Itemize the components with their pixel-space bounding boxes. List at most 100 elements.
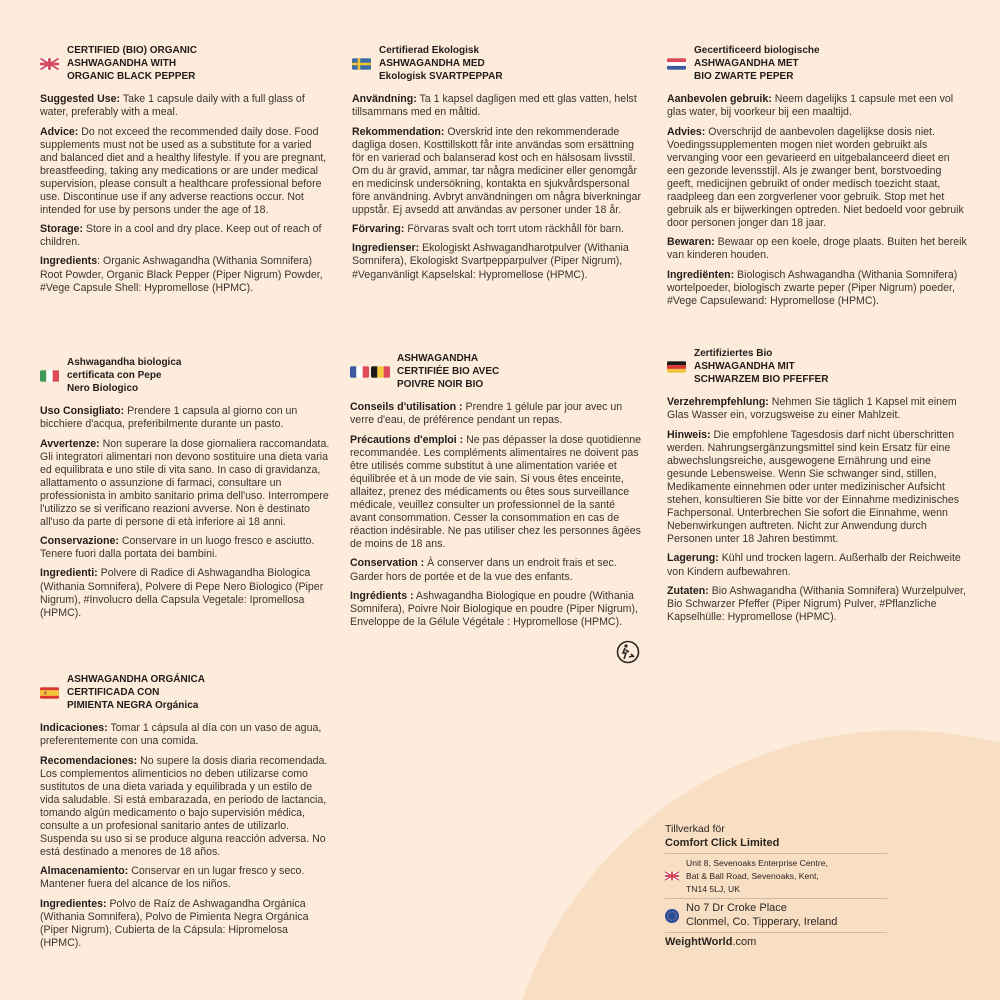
paragraph-label: Recomendaciones:: [40, 754, 138, 767]
info-paragraph: Indicaciones: Tomar 1 cápsula al día con…: [40, 722, 330, 748]
paragraph-text: Do not exceed the recommended daily dose…: [40, 125, 327, 217]
info-paragraph: Ingrediënten: Biologisch Ashwagandha (Wi…: [667, 269, 967, 308]
title-line: BIO ZWARTE PEPER: [694, 70, 794, 82]
section-de: Zertifiziertes Bio ASHWAGANDHA MIT SCHWARZ…: [667, 348, 967, 630]
paragraph-label: Hinweis:: [667, 428, 711, 441]
section-nl: Gecertificeerd biologische ASHWAGANDHA ME…: [667, 45, 967, 314]
paragraph-text: Tomar 1 cápsula al día con un vaso de ag…: [40, 722, 322, 748]
title-line: ASHWAGANDHA MET: [694, 57, 799, 69]
paragraph-text: Polvo de Raíz de Ashwagandha Orgánica (W…: [40, 897, 309, 949]
info-paragraph: Zutaten: Bio Ashwagandha (Withania Somni…: [667, 585, 967, 624]
title-line: Ekologisk SVARTPEPPAR: [379, 70, 503, 82]
title-line: POIVRE NOIR BIO: [397, 378, 484, 390]
title-line: ASHWAGANDHA MIT: [694, 360, 795, 372]
paragraph-label: Bewaren:: [667, 236, 715, 249]
uk-address-line: Bat & Ball Road, Sevenoaks, Kent,: [686, 870, 819, 881]
divider: [665, 853, 887, 854]
paragraph-label: Conservazione:: [40, 535, 119, 548]
paragraph-text: Neem dagelijks 1 capsule met een vol gla…: [667, 93, 954, 119]
flags: [350, 366, 390, 378]
paragraph-label: Ingredientes:: [40, 897, 107, 910]
section-header: Gecertificeerd biologische ASHWAGANDHA ME…: [667, 45, 967, 83]
paragraph-label: Ingrediënten:: [667, 268, 735, 281]
paragraph-label: Ingredienti:: [40, 567, 98, 580]
paragraph-label: Ingredients: [40, 255, 98, 268]
section-sv: Certifierad Ekologisk ASHWAGANDHA MED Ekol…: [352, 45, 644, 288]
section-title: Zertifiziertes Bio ASHWAGANDHA MIT SCHWARZ…: [694, 348, 967, 386]
paragraph-text: Die empfohlene Tagesdosis darf nicht übe…: [667, 428, 960, 546]
title-line: ASHWAGANDHA WITH: [67, 57, 177, 69]
paragraph-text: Store in a cool and dry place. Keep out …: [40, 223, 322, 249]
website: WeightWorld.com: [665, 936, 887, 948]
it-flag-icon: [40, 370, 59, 382]
paragraph-text: Ashwagandha Biologique en poudre (Withan…: [350, 589, 638, 628]
paragraph-label: Précautions d'emploi :: [350, 433, 464, 446]
info-paragraph: Avvertenze: Non superare la dose giornal…: [40, 438, 332, 530]
info-paragraph: Ingrédients : Ashwagandha Biologique en …: [350, 590, 642, 629]
title-line: ORGANIC BLACK PEPPER: [67, 70, 196, 82]
paragraph-text: Kühl und trocken lagern. Außerhalb der R…: [667, 552, 961, 578]
section-title: ASHWAGANDHA ORGÁNICA CERTIFICADA CON PIMIE…: [67, 674, 330, 712]
flags: [667, 361, 686, 373]
se-flag-icon: [352, 58, 371, 70]
info-paragraph: Förvaring: Förvaras svalt och torrt utom…: [352, 223, 644, 236]
paragraph-text: Bewaar op een koele, droge plaats. Buite…: [667, 236, 967, 262]
paragraph-text: Prendre 1 gélule par jour avec un verre …: [350, 401, 623, 427]
section-es: ASHWAGANDHA ORGÁNICA CERTIFICADA CON PIMIE…: [40, 674, 330, 956]
section-header: ASHWAGANDHA ORGÁNICA CERTIFICADA CON PIMIE…: [40, 674, 330, 712]
info-paragraph: Conservazione: Conservare in un luogo fr…: [40, 535, 332, 561]
company-name: Comfort Click Limited: [665, 837, 780, 849]
flags: [40, 58, 59, 71]
paragraph-label: Advice:: [40, 125, 79, 138]
paragraph-text: Förvaras svalt och torrt utom räckhåll f…: [404, 223, 624, 236]
paragraph-text: No supere la dosis diaria recomendada. L…: [40, 754, 328, 859]
title-line: Certifierad Ekologisk: [379, 45, 480, 56]
info-paragraph: Ingredienti: Polvere di Radice di Ashwag…: [40, 567, 332, 619]
title-line: Gecertificeerd biologische: [694, 45, 820, 56]
eu-address-line: Clonmel, Co. Tipperary, Ireland: [686, 915, 838, 928]
be-flag-icon: [371, 366, 390, 378]
info-paragraph: Rekommendation: Overskrid inte den rekom…: [352, 126, 644, 218]
paragraph-text: Ta 1 kapsel dagligen med ett glas vatten…: [352, 93, 637, 119]
eu-flag-icon: [665, 908, 679, 923]
info-paragraph: Recomendaciones: No supere la dosis diar…: [40, 755, 330, 860]
eu-address: No 7 Dr Croke Place Clonmel, Co. Tippera…: [665, 902, 887, 929]
paragraph-text: Conservare in un luogo fresco e asciutto…: [40, 535, 315, 561]
paragraph-text: Take 1 capsule daily with a full glass o…: [40, 93, 305, 119]
paragraph-label: Lagerung:: [667, 552, 719, 565]
title-line: Ashwagandha biologica: [67, 357, 182, 368]
manufacturer-block: Tillverkad för Comfort Click Limited Uni…: [665, 823, 887, 948]
paragraph-text: : Organic Ashwagandha (Withania Somnifer…: [40, 255, 323, 294]
section-header: Certifierad Ekologisk ASHWAGANDHA MED Ekol…: [352, 45, 644, 83]
title-line: CERTIFIED (BIO) ORGANIC: [67, 45, 197, 56]
paragraph-label: Ingredienser:: [352, 242, 420, 255]
info-paragraph: Uso Consigliato: Prendere 1 capsula al g…: [40, 405, 332, 431]
paragraph-label: Advies:: [667, 125, 706, 138]
de-flag-icon: [667, 361, 686, 373]
uk-flag-icon: [40, 58, 59, 71]
section-en: CERTIFIED (BIO) ORGANIC ASHWAGANDHA WITH O…: [40, 45, 330, 301]
paragraph-label: Suggested Use:: [40, 93, 121, 106]
section-header: ASHWAGANDHA CERTIFIÉE BIO AVEC POIVRE NOIR…: [350, 353, 642, 391]
section-header: Zertifiziertes Bio ASHWAGANDHA MIT SCHWARZ…: [667, 348, 967, 386]
info-paragraph: Advice: Do not exceed the recommended da…: [40, 126, 330, 218]
info-paragraph: Användning: Ta 1 kapsel dagligen med ett…: [352, 93, 644, 119]
flags: [40, 370, 59, 382]
info-paragraph: Suggested Use: Take 1 capsule daily with…: [40, 93, 330, 119]
paragraph-text: Bio Ashwagandha (Withania Somnifera) Wur…: [667, 584, 966, 623]
info-paragraph: Ingredientes: Polvo de Raíz de Ashwagand…: [40, 898, 330, 950]
website-tld: .com: [732, 936, 757, 949]
paragraph-label: Användning:: [352, 93, 417, 106]
paragraph-label: Conservation :: [350, 557, 425, 570]
es-flag-icon: [40, 687, 59, 699]
section-header: CERTIFIED (BIO) ORGANIC ASHWAGANDHA WITH O…: [40, 45, 330, 83]
paragraph-text: Nehmen Sie täglich 1 Kapsel mit einem Gl…: [667, 396, 957, 422]
made-for-label: Tillverkad för: [665, 823, 725, 835]
paragraph-label: Almacenamiento:: [40, 865, 129, 878]
info-paragraph: Almacenamiento: Conservar en un lugar fr…: [40, 865, 330, 891]
paragraph-text: Ekologiskt Ashwagandharotpulver (Withani…: [352, 242, 629, 281]
paragraph-text: Overschrijd de aanbevolen dagelijkse dos…: [667, 125, 964, 230]
flags: [352, 58, 371, 70]
uk-address-line: Unit 8, Sevenoaks Enterprise Centre,: [686, 858, 828, 868]
paragraph-label: Aanbevolen gebruik:: [667, 93, 772, 106]
